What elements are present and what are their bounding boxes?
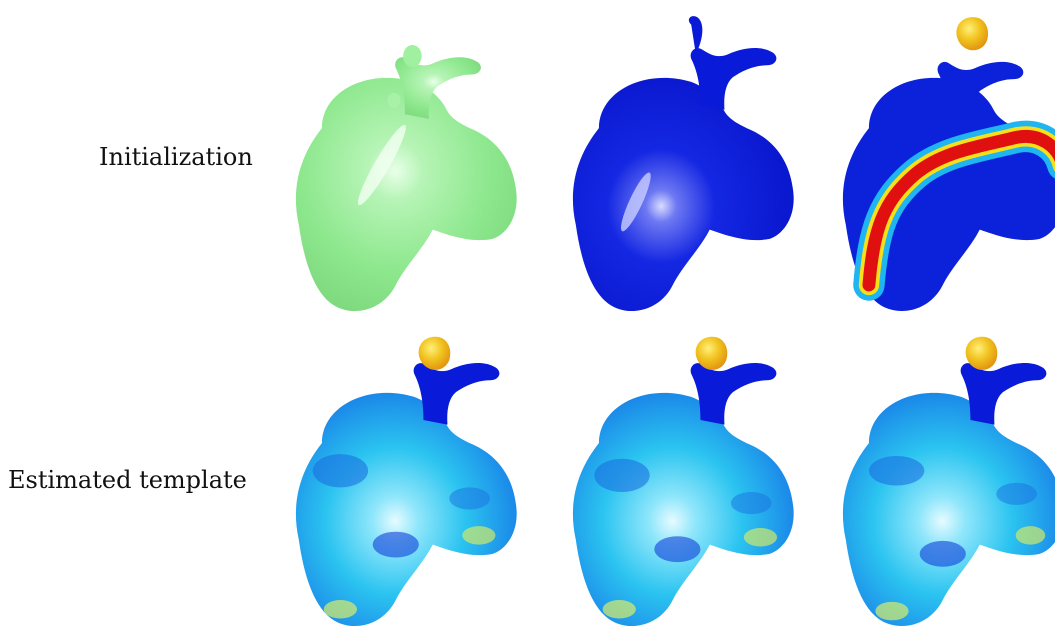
panel-init-deform-1 <box>572 16 794 312</box>
panel-est-2 <box>572 336 794 627</box>
panel-est-1 <box>295 336 517 627</box>
panel-est-3 <box>842 336 1055 627</box>
panel-init-deform-2 <box>842 17 1055 312</box>
row-label-estimated-template: Estimated template <box>8 466 247 494</box>
panel-init-mean <box>295 45 517 312</box>
row-label-initialization: Initialization <box>99 143 253 171</box>
